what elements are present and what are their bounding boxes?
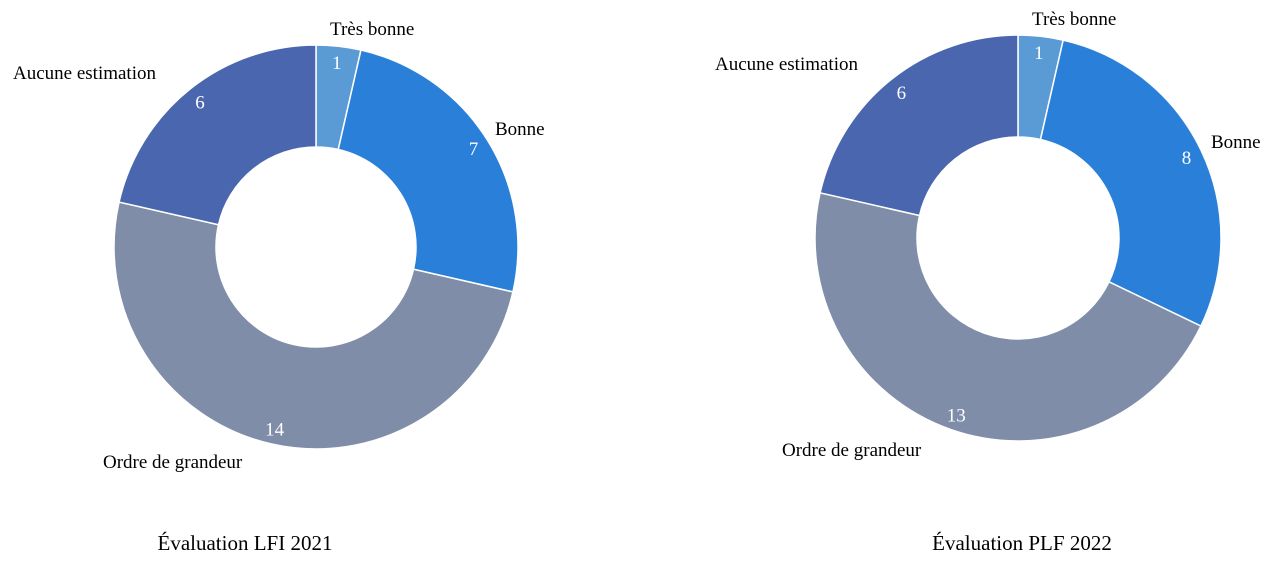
category-label: Très bonne <box>1032 9 1116 30</box>
data-label: 7 <box>469 139 479 160</box>
donut-slice <box>113 201 514 450</box>
data-label: 1 <box>332 53 342 74</box>
category-label: Très bonne <box>330 19 414 40</box>
donut-slice <box>337 49 519 293</box>
data-label: 8 <box>1182 148 1192 169</box>
donut-slice <box>118 44 317 226</box>
category-label: Ordre de grandeur <box>782 440 922 461</box>
category-label: Aucune estimation <box>715 54 858 75</box>
data-label: 6 <box>195 93 205 114</box>
category-label: Bonne <box>1211 132 1261 153</box>
data-label: 13 <box>947 406 966 427</box>
data-label: 1 <box>1034 43 1044 64</box>
donut-slice <box>814 191 1202 442</box>
data-label: 14 <box>265 419 285 440</box>
category-label: Aucune estimation <box>13 63 156 84</box>
chart-title: Évaluation LFI 2021 <box>158 531 333 555</box>
category-label: Bonne <box>495 119 545 140</box>
chart-title: Évaluation PLF 2022 <box>932 531 1112 555</box>
donut-slice <box>819 34 1019 217</box>
category-label: Ordre de grandeur <box>103 452 243 473</box>
data-label: 6 <box>897 83 907 104</box>
donut-slice <box>1039 39 1222 328</box>
